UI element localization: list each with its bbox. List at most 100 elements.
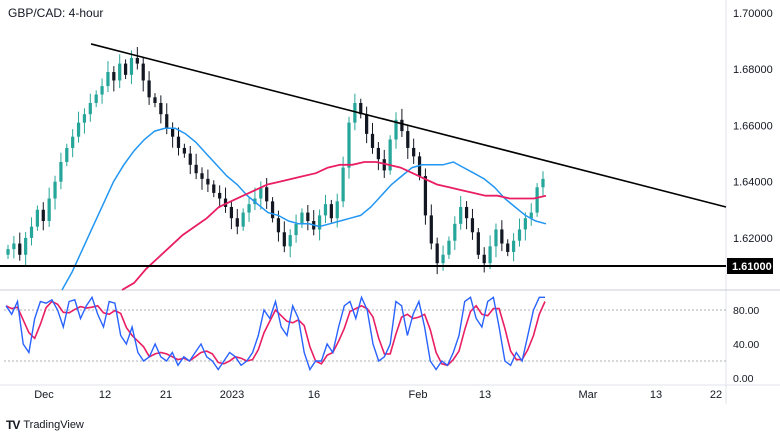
candle [182, 147, 186, 154]
stochastic-pane [4, 295, 726, 372]
candle [523, 218, 527, 230]
candle [517, 229, 522, 241]
tradingview-brand[interactable]: TV TradingView [6, 418, 84, 432]
sma-slow-line [121, 161, 547, 291]
candle [18, 243, 22, 255]
candle [441, 254, 445, 264]
price-tick-label: 1.68000 [733, 64, 773, 76]
candle [118, 63, 122, 81]
candle [170, 128, 175, 137]
candle [6, 249, 10, 255]
candle [71, 136, 75, 148]
candle [353, 102, 357, 123]
candle [306, 212, 310, 222]
candle [259, 187, 263, 199]
candle [235, 218, 239, 227]
candle [359, 102, 363, 115]
stochastic-tick-label: 40.00 [733, 339, 759, 351]
candle [365, 114, 369, 134]
candle [229, 206, 234, 219]
candle [123, 63, 128, 75]
candle [94, 94, 98, 103]
brand-name: TradingView [23, 419, 84, 431]
candle [370, 133, 375, 148]
stochastic-k-line [5, 295, 545, 372]
price-tick-label: 1.62000 [733, 233, 773, 245]
candle [276, 218, 281, 233]
candle [47, 198, 51, 222]
candle [423, 176, 428, 216]
price-tick-label: 1.64000 [733, 177, 773, 189]
candle [388, 139, 392, 171]
candle [165, 114, 169, 129]
candle [300, 212, 304, 224]
candle [459, 206, 463, 224]
candle [88, 102, 92, 115]
candle [500, 229, 504, 244]
candle [29, 226, 34, 238]
candle [488, 246, 492, 264]
candle [223, 198, 228, 207]
candle [218, 192, 222, 199]
price-tick-label: 1.66000 [733, 120, 773, 132]
candle [482, 254, 486, 264]
candle [212, 184, 216, 193]
candle [194, 164, 198, 174]
candle [453, 223, 457, 241]
stochastic-tick-label: 80.00 [733, 305, 759, 317]
price-pane [0, 43, 727, 291]
time-tick-label: 21 [160, 389, 172, 401]
stochastic-d-line [5, 300, 546, 367]
time-tick-label: 16 [308, 389, 320, 401]
candle [506, 243, 510, 252]
time-tick-label: 13 [479, 389, 491, 401]
candle [394, 119, 398, 140]
sma-fast-line [61, 127, 547, 291]
candle [541, 178, 545, 188]
candle [265, 187, 269, 202]
candle [535, 187, 539, 213]
time-tick-label: 13 [650, 389, 662, 401]
candle [317, 215, 322, 230]
candle [282, 232, 286, 247]
candle [147, 80, 151, 98]
tradingview-logo-icon: TV [6, 418, 20, 432]
time-tick-label: 2023 [220, 389, 244, 401]
time-tick-label: Dec [34, 389, 54, 401]
candle [106, 72, 110, 87]
candle [470, 218, 475, 233]
candle [476, 232, 480, 255]
time-tick-label: Feb [409, 389, 428, 401]
support-price-label-bg [727, 258, 773, 274]
candle [270, 201, 275, 219]
candle [141, 63, 145, 81]
candle [135, 57, 139, 64]
candle [12, 243, 16, 250]
candle [406, 131, 410, 148]
chart-title: GBP/CAD: 4-hour [8, 6, 104, 20]
candle [247, 204, 251, 213]
axes: 1.70000 1.68000 1.66000 1.64000 1.62000 80.00… [34, 8, 773, 401]
candle [53, 181, 57, 199]
candle [82, 114, 87, 123]
candle [159, 102, 163, 115]
stochastic-tick-label: 0.00 [733, 373, 754, 385]
candle [112, 72, 116, 81]
candle [188, 153, 192, 165]
candle [511, 240, 516, 252]
candle [429, 215, 433, 244]
grid [0, 0, 780, 404]
candle [153, 97, 157, 103]
candle [400, 119, 404, 132]
descending-trendline [90, 43, 727, 208]
candle [376, 147, 381, 160]
candle [435, 243, 439, 264]
candle [412, 147, 416, 157]
candle [100, 86, 104, 95]
time-tick-label: Mar [579, 389, 598, 401]
candle [241, 212, 245, 227]
candle [129, 57, 134, 75]
candle [382, 159, 386, 171]
candle [65, 147, 69, 162]
